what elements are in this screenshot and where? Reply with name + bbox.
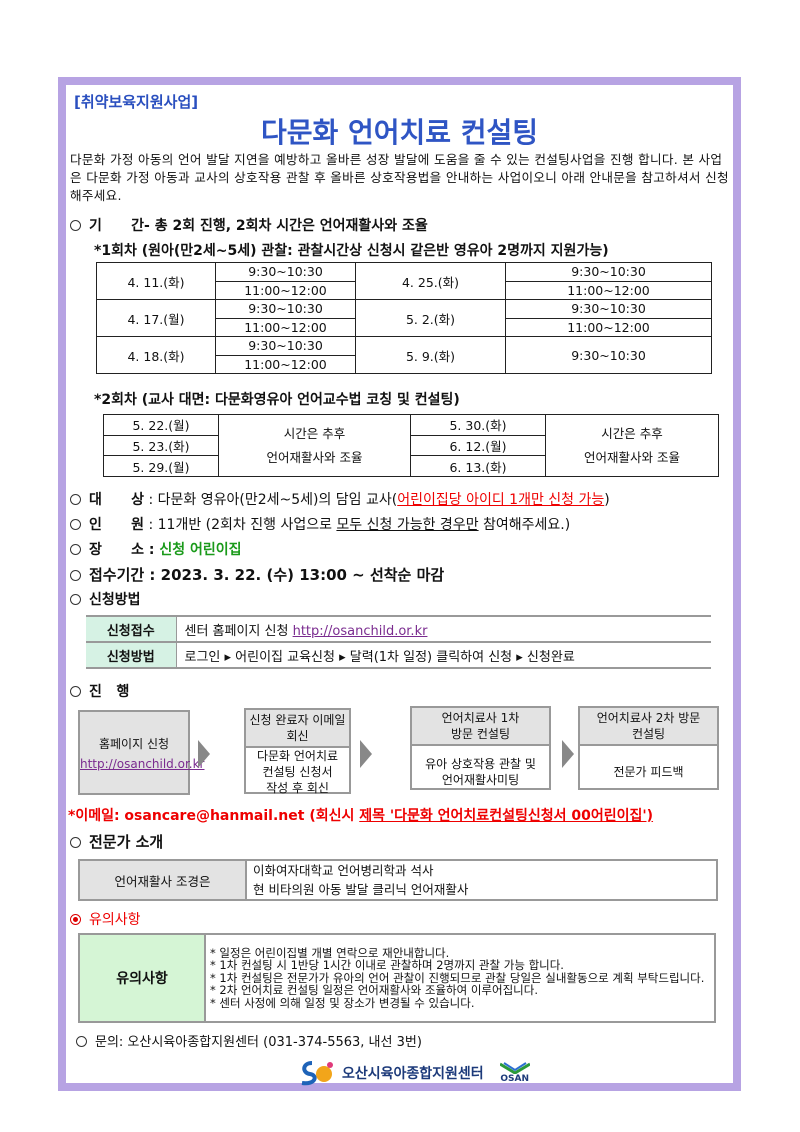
notes-list: * 일정은 어린이집별 개별 연락으로 재안내합니다. * 1차 컨설팅 시 1반… [204,933,716,1023]
note-item: * 센터 사정에 의해 일정 및 장소가 변경될 수 있습니다. [210,995,475,1010]
date-cell: 6. 12.(월) [410,434,546,457]
radio-selected-icon [70,914,81,925]
chevron-right-icon [562,740,574,768]
expert-table: 언어재활사 조경은 이화여자대학교 언어병리학과 석사 현 비타의원 아동 발달 클… [78,859,718,901]
intro-text: 다문화 가정 아동의 언어 발달 지연을 예방하고 올바른 성장 발달에 도움을… [70,152,729,203]
flow-step-2: 신청 완료자 이메일 회신 다문화 언어치료 컨설팅 신청서 작성 후 회신 [244,708,351,795]
date-cell: 4. 11.(화) [96,262,216,300]
chevron-right-icon [198,740,210,768]
time-note-cell: 시간은 추후 언어재활사와 조율 [218,414,411,477]
notes-item: 유의사항 [70,909,141,929]
apply-header: 신청방법 [86,642,177,669]
flow-step-1: 홈페이지 신청 http://osanchild.or.kr [78,710,205,795]
time-cell: 11:00~12:00 [505,280,712,300]
place-item: 장 소 : 신청 어린이집 [70,539,242,559]
program-tag: [취약보육지원사업] [74,93,199,111]
date-cell: 5. 29.(월) [103,455,219,477]
time-cell: 9:30~10:30 [215,336,356,356]
apply-value: 로그인 ▸ 어린이집 교육신청 ▸ 달력(1차 일정) 클릭하여 신청 ▸ 신청… [176,642,711,669]
document-frame: [취약보육지원사업] 다문화 언어치료 컨설팅 다문화 가정 아동의 언어 발달… [58,77,741,1091]
center-logo: 오산시육아종합지원센터 OSAN [298,1059,530,1087]
notes-table: 유의사항 * 일정은 어린이집별 개별 연락으로 재안내합니다. * 1차 컨설팅… [78,933,716,1023]
date-cell: 6. 13.(화) [410,455,546,477]
logo-icon [301,1061,333,1086]
time-cell: 9:30~10:30 [505,299,712,319]
period-item: 기 간- 총 2회 진행, 2회차 시간은 언어재활사와 조율 [70,215,428,235]
round2-schedule-table: 5. 22.(월) 시간은 추후 언어재활사와 조율 5. 30.(화) 시간은 추후 언… [103,414,719,477]
time-cell: 11:00~12:00 [215,354,356,374]
apply-method-table: 신청접수 센터 홈페이지 신청 http://osanchild.or.kr 신청… [86,615,711,669]
expert-bio: 이화여자대학교 언어병리학과 석사 현 비타의원 아동 발달 클리닉 언어재활사 [245,859,718,901]
chevron-right-icon [360,740,372,768]
method-item: 신청방법 [70,589,141,609]
round2-title: *2회차 (교사 대면: 다문화영유아 언어교수법 코칭 및 컨설팅) [94,392,460,408]
note-item: * 2차 언어치료 컨설팅 일정은 언어재활사와 조율하여 이루어집니다. [210,983,538,998]
target-item: 대 상 : 다문화 영유아(만2세~5세)의 담임 교사(어린이집당 아이디 1… [70,489,610,509]
time-cell: 11:00~12:00 [505,317,712,337]
time-note-cell: 시간은 추후 언어재활사와 조율 [545,414,719,477]
round1-schedule-table: 4. 11.(화) 9:30~10:30 4. 25.(화) 9:30~10:30 11… [96,262,712,374]
time-cell: 11:00~12:00 [215,280,356,300]
date-cell: 5. 22.(월) [103,414,219,436]
homepage-link[interactable]: http://osanchild.or.kr [292,623,428,639]
flow-step-4: 언어치료사 2차 방문 컨설팅 전문가 피드백 [578,706,719,790]
round1-title: *1회차 (원아(만2세~5세) 관찰: 관찰시간상 신청시 같은반 영유아 2… [94,243,609,259]
period-label: 기 간 [89,218,145,234]
date-cell: 4. 18.(화) [96,336,216,374]
count-item: 인 원 : 11개반 (2회차 진행 사업으로 모두 신청 가능한 경우만 참여… [70,514,570,534]
date-cell: 5. 23.(화) [103,434,219,457]
time-cell: 11:00~12:00 [215,317,356,337]
period-text: - 총 2회 진행, 2회차 시간은 언어재활사와 조율 [144,218,428,234]
flow-step-3: 언어치료사 1차 방문 컨설팅 유아 상호작용 관찰 및 언어재활사미팅 [410,706,551,790]
email-note: *이메일: osancare@hanmail.net (회신시 제목 '다문화 … [68,808,654,824]
date-cell: 4. 25.(화) [355,262,506,300]
date-cell: 5. 30.(화) [410,414,546,436]
apply-header: 신청접수 [86,616,177,643]
osan-city-logo-icon [499,1062,530,1074]
apply-value: 센터 홈페이지 신청 http://osanchild.or.kr [176,616,711,643]
homepage-link[interactable]: http://osanchild.or.kr [80,757,205,771]
date-cell: 4. 17.(월) [96,299,216,337]
time-cell: 9:30~10:30 [215,262,356,282]
time-cell: 9:30~10:30 [505,262,712,282]
expert-name: 언어재활사 조경은 [78,859,247,901]
progress-item: 진 행 [70,681,129,701]
time-cell: 9:30~10:30 [505,336,712,374]
expert-item: 전문가 소개 [70,831,163,852]
receipt-item: 접수기간 : 2023. 3. 22. (수) 13:00 ~ 선착순 마감 [70,564,444,585]
note-item: * 일정은 어린이집별 개별 연락으로 재안내합니다. [210,945,450,960]
notes-header: 유의사항 [78,933,206,1023]
page-title: 다문화 언어치료 컨설팅 [260,116,539,149]
note-item: * 1차 컨설팅은 전문가가 유아의 언어 관찰이 진행되므로 관찰 당일은 실… [210,970,705,985]
date-cell: 5. 2.(화) [355,299,506,337]
circle-bullet-icon [70,220,81,231]
time-cell: 9:30~10:30 [215,299,356,319]
date-cell: 5. 9.(화) [355,336,506,374]
contact: 문의: 오산시육아종합지원센터 (031-374-5563, 내선 3번) [76,1031,422,1050]
note-item: * 1차 컨설팅 시 1반당 1시간 이내로 관찰하며 2명까지 관찰 가능 합… [210,958,564,973]
